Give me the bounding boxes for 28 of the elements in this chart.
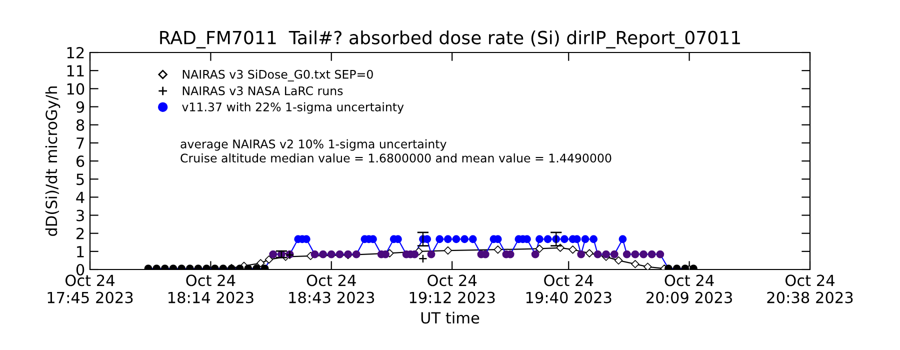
y-tick-label: 6 xyxy=(76,155,84,168)
y-tick-label: 11 xyxy=(67,65,84,76)
y-tick-label: 3 xyxy=(76,210,84,222)
x-tick-label: Oct 24 20:09 2023 xyxy=(646,274,732,304)
y-tick-label: 8 xyxy=(76,119,84,131)
y-tick-label: 7 xyxy=(76,138,84,149)
x-tick-label: Oct 24 20:38 2023 xyxy=(767,274,853,304)
annotation: average NAIRAS v2 10% 1-sigma uncertainty xyxy=(180,139,446,151)
y-tick-label: 12 xyxy=(67,46,84,58)
y-tick-label: 2 xyxy=(76,228,84,240)
legend-label: NAIRAS v3 SiDose_G0.txt SEP=0 xyxy=(182,70,373,82)
chart-title: RAD_FM7011 Tail#? absorbed dose rate (Si) dirIP_Report_07011 xyxy=(160,30,740,48)
y-tick-label: 1 xyxy=(77,246,84,258)
y-tick-label: 4 xyxy=(76,192,84,203)
legend-label: v11.37 with 22% 1-sigma uncertainty xyxy=(182,102,404,114)
legend-label: NAIRAS v3 NASA LaRC runs xyxy=(182,86,343,96)
y-tick-label: 10 xyxy=(67,83,84,95)
x-tick-label: Oct 24 18:14 2023 xyxy=(168,274,254,304)
y-tick-label: 9 xyxy=(76,101,84,113)
y-tick-label: 0 xyxy=(76,264,84,276)
y-axis-title: dD(Si)/dt microGy/h xyxy=(45,86,60,236)
x-tick-label: Oct 24 19:12 2023 xyxy=(410,274,495,304)
y-tick-label: 5 xyxy=(76,174,84,186)
x-tick-label: Oct 24 19:40 2023 xyxy=(526,274,612,304)
x-axis-title: UT time xyxy=(421,312,480,324)
x-tick-label: Oct 24 17:45 2023 xyxy=(48,274,133,304)
annotation: Cruise altitude median value = 1.6800000 and mean value = 1.4490000 xyxy=(180,153,612,163)
x-tick-label: Oct 24 18:43 2023 xyxy=(289,274,374,304)
